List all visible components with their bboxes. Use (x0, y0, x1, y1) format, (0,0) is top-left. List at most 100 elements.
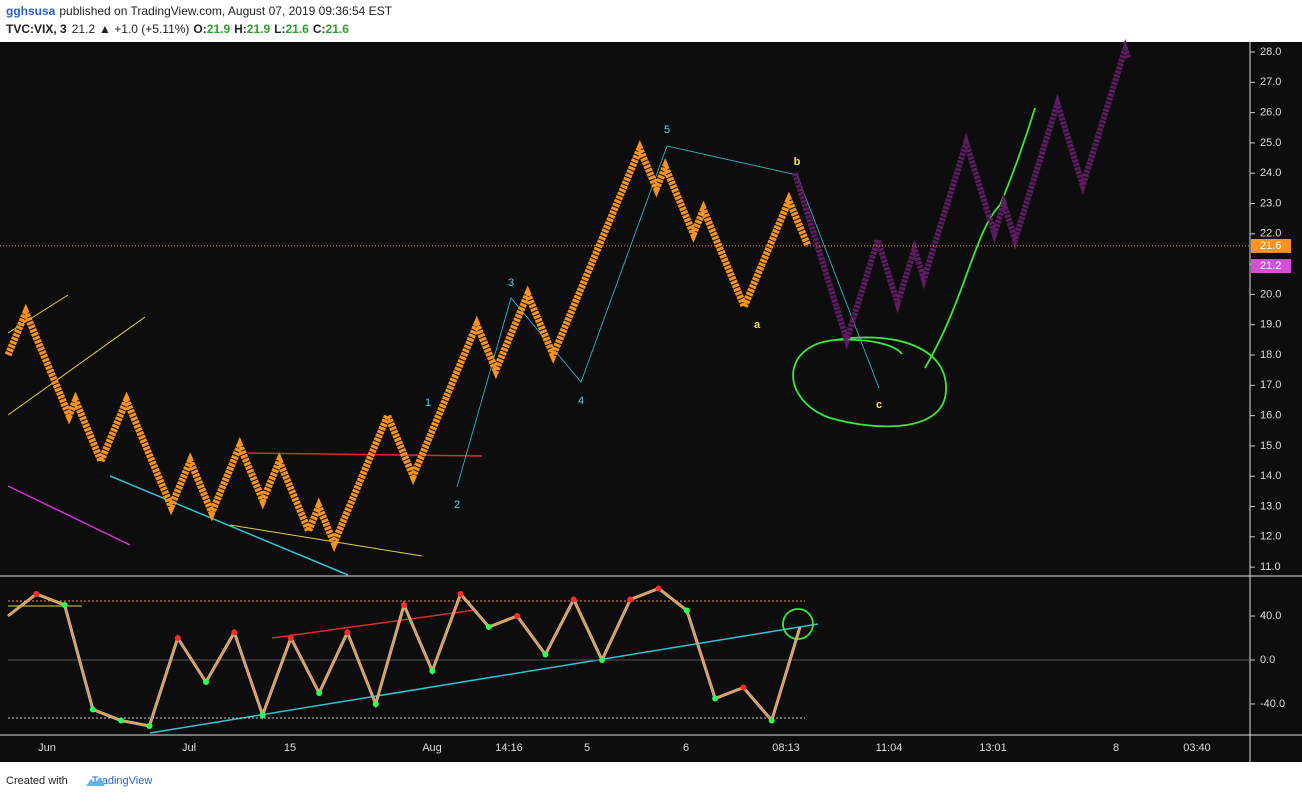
x-tick-label: 6 (683, 742, 689, 754)
change: ▲ +1.0 (+5.11%) (99, 22, 189, 36)
oscillator-dot (316, 689, 323, 696)
y-tick-label: 40.0 (1260, 610, 1281, 622)
wave-label: a (754, 319, 761, 331)
header-line: gghsusa published on TradingView.com, Aug… (6, 4, 393, 18)
ohlc-value: 21.9 (207, 22, 231, 36)
y-tick-label: 15.0 (1260, 440, 1281, 452)
y-tick-label: 12.0 (1260, 531, 1281, 543)
y-tick-label: 17.0 (1260, 379, 1281, 391)
wave-label: 1 (425, 397, 431, 409)
symbol: TVC:VIX, 3 (6, 22, 67, 36)
price-badge (1251, 259, 1291, 274)
projection-bricks (792, 38, 1131, 351)
oscillator-dot (655, 585, 662, 592)
x-tick-label: 14:16 (495, 742, 523, 754)
chart-background (0, 42, 1302, 762)
x-tick-label: 11:04 (876, 742, 903, 754)
oscillator-dot (118, 717, 125, 724)
y-tick-label: 11.0 (1260, 561, 1281, 573)
footer-background (0, 762, 1302, 799)
oscillator-dot (146, 722, 153, 729)
y-tick-label: 27.0 (1260, 76, 1281, 88)
projection-stroke (924, 107, 1036, 369)
ohlc-label: O: (193, 22, 206, 36)
wave-label: c (876, 399, 882, 411)
oscillator-dot (372, 700, 379, 707)
logo (86, 777, 105, 786)
trendline (7, 485, 131, 546)
wave-line (456, 145, 880, 488)
oscillator-dot (231, 629, 238, 636)
footer-brand: TradingView (92, 775, 153, 787)
oscillator-dot (740, 684, 747, 691)
oscillator-dot (768, 717, 775, 724)
y-tick-label: 26.0 (1260, 107, 1281, 119)
wave-label: 5 (664, 124, 670, 136)
author: gghsusa (6, 4, 56, 18)
y-tick-label: 20.0 (1260, 288, 1281, 300)
y-tick-label: 16.0 (1260, 410, 1281, 422)
oscillator-dot (457, 591, 464, 598)
symbol-line: TVC:VIX, 3 21.2 ▲ +1.0 (+5.11%) O:21.9 H:21.… (6, 22, 349, 36)
oscillator-dot (570, 596, 577, 603)
y-tick-label: 24.0 (1260, 167, 1281, 179)
oscillator-dot (429, 667, 436, 674)
trendline (247, 452, 483, 457)
ohlc-value: 21.6 (326, 22, 350, 36)
x-tick-label: Jun (38, 742, 56, 754)
price-badge-label: 21.6 (1260, 240, 1281, 252)
x-tick-label: 15 (284, 742, 296, 754)
ohlc-label: L: (274, 22, 285, 36)
x-tick-label: 08:13 (772, 742, 800, 754)
oscillator-dot (514, 613, 521, 620)
wave-label: 3 (508, 277, 514, 289)
oscillator-dot (485, 624, 492, 631)
oscillator-dot (61, 602, 68, 609)
y-tick-label: 22.0 (1260, 228, 1281, 240)
ohlc-value: 21.6 (285, 22, 309, 36)
y-tick-label: 14.0 (1260, 470, 1281, 482)
oscillator-dot (203, 678, 209, 685)
y-tick-label: 13.0 (1260, 500, 1281, 512)
x-tick-label: Aug (422, 742, 442, 754)
x-tick-label: Jul (182, 742, 196, 754)
price: 21.2 (72, 22, 96, 36)
price-badge-label: 21.2 (1260, 260, 1281, 272)
oscillator-dot (259, 711, 266, 718)
oscillator-dot (542, 651, 549, 658)
oscillator-dot (401, 602, 407, 609)
oscillator-dot (712, 695, 719, 702)
ohlc-label: H: (234, 22, 247, 36)
trendline (109, 475, 349, 576)
y-tick-label: 28.0 (1260, 46, 1281, 58)
oscillator-dot (683, 607, 690, 614)
y-tick-label: 23.0 (1260, 197, 1281, 209)
oscillator-dot (33, 591, 40, 598)
wave-label: 2 (454, 499, 460, 511)
y-tick-label: -40.0 (1260, 698, 1285, 710)
oscillator-dot (89, 706, 96, 713)
x-tick-label: 5 (584, 742, 590, 754)
x-tick-label: 13:01 (979, 742, 1007, 754)
trendline (271, 609, 476, 639)
ohlc-value: 21.9 (247, 22, 271, 36)
y-tick-label: 25.0 (1260, 137, 1281, 149)
oscillator-dot (344, 629, 351, 636)
trendline (229, 524, 423, 557)
y-tick-label: 19.0 (1260, 319, 1281, 331)
oscillator-dot (627, 596, 634, 603)
x-tick-label: 8 (1113, 742, 1119, 754)
y-tick-label: 0.0 (1260, 654, 1275, 666)
x-tick-label: 03:40 (1183, 742, 1211, 754)
oscillator-dot (174, 635, 181, 642)
price-bricks (4, 139, 812, 552)
circle-mark (782, 608, 814, 640)
wave-label: b (794, 156, 801, 168)
y-tick-label: 18.0 (1260, 349, 1281, 361)
oscillator-dot (599, 656, 605, 663)
trendline (7, 316, 146, 416)
price-badge (1251, 238, 1291, 253)
wave-label: 4 (578, 395, 584, 407)
ohlc-label: C: (313, 22, 326, 36)
